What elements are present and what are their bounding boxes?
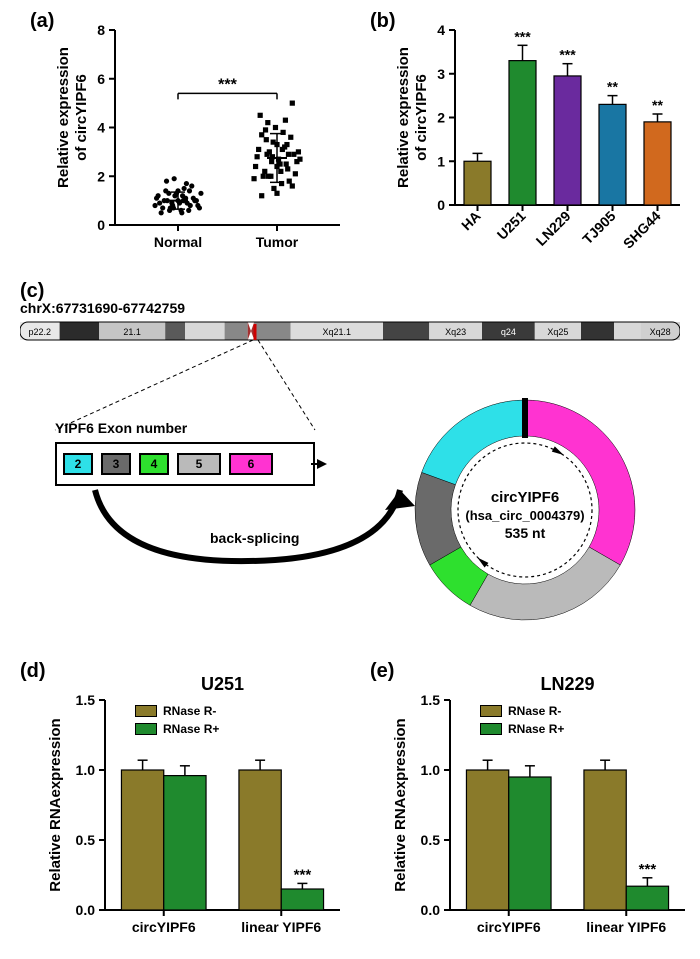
svg-text:0: 0 xyxy=(437,197,445,213)
svg-text:535 nt: 535 nt xyxy=(505,525,546,541)
svg-text:4: 4 xyxy=(437,22,445,38)
circ-diagram: circYIPF6 (hsa_circ_0004379) 535 nt xyxy=(395,380,655,640)
svg-text:of circYIPF6: of circYIPF6 xyxy=(413,74,430,161)
chart-a-scatter: 0 2 4 6 8 Normal Tumor *** Relative expressionof… xyxy=(50,15,350,265)
svg-text:of circYIPF6: of circYIPF6 xyxy=(73,74,90,161)
exon-6: 6 xyxy=(229,453,273,475)
exon-2: 2 xyxy=(63,453,93,475)
backsplice-label: back-splicing xyxy=(210,530,299,546)
svg-text:***: *** xyxy=(639,861,657,878)
exon-diagram: YIPF6 Exon number 23456 xyxy=(55,420,315,486)
exon-3: 3 xyxy=(101,453,131,475)
svg-text:U251: U251 xyxy=(201,674,244,694)
svg-text:SHG44: SHG44 xyxy=(620,208,664,252)
svg-text:2: 2 xyxy=(97,168,105,184)
svg-text:linear YIPF6: linear YIPF6 xyxy=(586,919,666,935)
svg-text:**: ** xyxy=(652,97,663,113)
svg-text:1.0: 1.0 xyxy=(76,762,96,778)
svg-text:**: ** xyxy=(607,79,618,95)
svg-text:Relative expression: Relative expression xyxy=(395,47,412,188)
svg-text:0: 0 xyxy=(97,217,105,233)
svg-text:(hsa_circ_0004379): (hsa_circ_0004379) xyxy=(465,508,584,523)
svg-text:***: *** xyxy=(514,28,531,44)
svg-text:0.5: 0.5 xyxy=(421,832,441,848)
svg-text:1.0: 1.0 xyxy=(421,762,441,778)
svg-text:3: 3 xyxy=(437,66,445,82)
legend-e-rplus: RNase R+ xyxy=(480,722,564,736)
svg-text:Relative RNAexpression: Relative RNAexpression xyxy=(392,718,409,891)
svg-text:4: 4 xyxy=(97,120,105,136)
svg-text:Relative expression: Relative expression xyxy=(55,47,72,188)
svg-text:LN229: LN229 xyxy=(540,674,594,694)
svg-text:6: 6 xyxy=(97,71,105,87)
svg-text:1.5: 1.5 xyxy=(421,692,441,708)
svg-text:***: *** xyxy=(294,866,312,883)
svg-text:TJ905: TJ905 xyxy=(579,208,619,248)
exon-title: YIPF6 Exon number xyxy=(55,420,315,436)
svg-text:linear YIPF6: linear YIPF6 xyxy=(241,919,321,935)
legend-d-rplus: RNase R+ xyxy=(135,722,219,736)
svg-text:Normal: Normal xyxy=(154,234,202,250)
svg-text:***: *** xyxy=(218,76,237,93)
legend-e-rminus: RNase R- xyxy=(480,704,561,718)
svg-text:0.0: 0.0 xyxy=(76,902,96,918)
svg-text:***: *** xyxy=(559,47,576,63)
exon-5: 5 xyxy=(177,453,221,475)
svg-text:8: 8 xyxy=(97,22,105,38)
svg-text:U251: U251 xyxy=(494,208,529,243)
svg-text:circYIPF6: circYIPF6 xyxy=(491,489,559,506)
svg-text:2: 2 xyxy=(437,110,445,126)
svg-text:HA: HA xyxy=(458,208,484,234)
svg-text:circYIPF6: circYIPF6 xyxy=(132,919,196,935)
exon-4: 4 xyxy=(139,453,169,475)
svg-text:Relative RNAexpression: Relative RNAexpression xyxy=(47,718,64,891)
svg-text:1: 1 xyxy=(437,153,445,169)
svg-text:0.5: 0.5 xyxy=(76,832,96,848)
chart-b-bar: 0 1 2 3 4 HA *** U251 *** LN229 ** TJ905 ** SHG44 Rela… xyxy=(390,15,690,265)
svg-text:1.5: 1.5 xyxy=(76,692,96,708)
svg-text:circYIPF6: circYIPF6 xyxy=(477,919,541,935)
legend-d-rminus: RNase R- xyxy=(135,704,216,718)
svg-text:Tumor: Tumor xyxy=(256,234,299,250)
svg-text:0.0: 0.0 xyxy=(421,902,441,918)
svg-text:LN229: LN229 xyxy=(533,208,574,249)
